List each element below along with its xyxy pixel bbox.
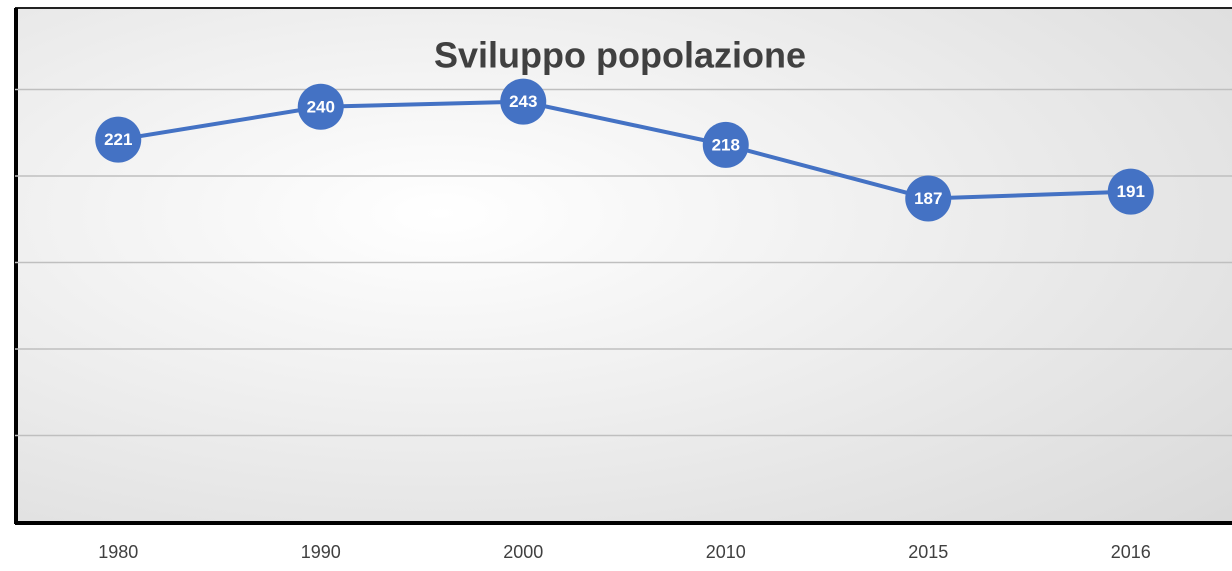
- data-label: 221: [104, 130, 132, 149]
- data-label: 240: [307, 97, 335, 116]
- data-label-bubble: [905, 175, 952, 222]
- x-tick-label: 2000: [503, 542, 543, 562]
- plot-background: [15, 8, 1232, 522]
- data-label-bubble: [95, 116, 142, 163]
- x-tick-label: 2015: [908, 542, 948, 562]
- data-label-bubble: [702, 121, 749, 168]
- line: [117, 99, 1131, 201]
- data-label: 218: [712, 135, 740, 154]
- chart-title: Sviluppo popolazione: [434, 35, 806, 76]
- x-tick-label: 1980: [98, 542, 138, 562]
- data-label-bubble: [500, 78, 547, 125]
- x-tick-label: 2016: [1111, 542, 1151, 562]
- x-tick-label: 1990: [301, 542, 341, 562]
- data-label: 243: [509, 92, 537, 111]
- data-label-bubble: [1107, 168, 1154, 215]
- data-label-bubble: [297, 83, 344, 130]
- data-label: 187: [914, 189, 942, 208]
- data-label: 191: [1117, 182, 1145, 201]
- x-tick-label: 2010: [706, 542, 746, 562]
